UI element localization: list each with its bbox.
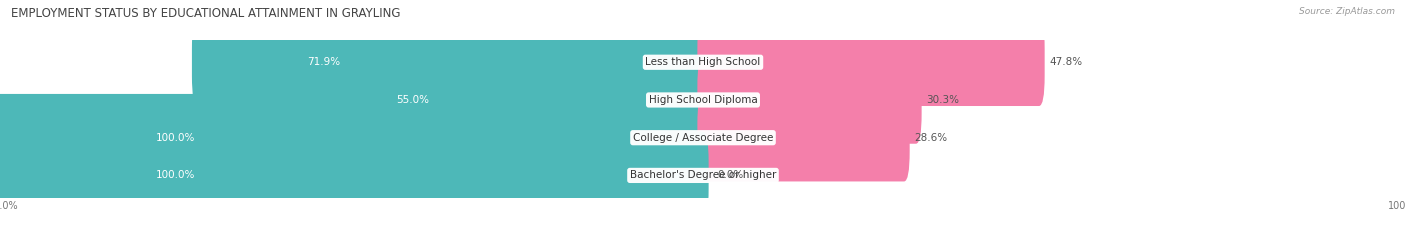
Text: Less than High School: Less than High School bbox=[645, 57, 761, 67]
FancyBboxPatch shape bbox=[0, 66, 1406, 209]
FancyBboxPatch shape bbox=[0, 28, 1406, 172]
Text: 100.0%: 100.0% bbox=[156, 170, 195, 180]
FancyBboxPatch shape bbox=[0, 0, 1406, 134]
Text: 71.9%: 71.9% bbox=[308, 57, 340, 67]
Text: 28.6%: 28.6% bbox=[914, 133, 948, 143]
FancyBboxPatch shape bbox=[0, 132, 709, 219]
Text: 100.0%: 100.0% bbox=[156, 133, 195, 143]
FancyBboxPatch shape bbox=[0, 94, 709, 182]
FancyBboxPatch shape bbox=[697, 18, 1045, 106]
Text: College / Associate Degree: College / Associate Degree bbox=[633, 133, 773, 143]
Text: 55.0%: 55.0% bbox=[396, 95, 429, 105]
FancyBboxPatch shape bbox=[191, 18, 709, 106]
FancyBboxPatch shape bbox=[311, 56, 709, 144]
Text: 0.0%: 0.0% bbox=[717, 170, 744, 180]
Text: Source: ZipAtlas.com: Source: ZipAtlas.com bbox=[1299, 7, 1395, 16]
Text: EMPLOYMENT STATUS BY EDUCATIONAL ATTAINMENT IN GRAYLING: EMPLOYMENT STATUS BY EDUCATIONAL ATTAINM… bbox=[11, 7, 401, 20]
FancyBboxPatch shape bbox=[0, 104, 1406, 233]
Text: 30.3%: 30.3% bbox=[927, 95, 959, 105]
FancyBboxPatch shape bbox=[697, 56, 922, 144]
Text: Bachelor's Degree or higher: Bachelor's Degree or higher bbox=[630, 170, 776, 180]
FancyBboxPatch shape bbox=[697, 94, 910, 182]
Text: High School Diploma: High School Diploma bbox=[648, 95, 758, 105]
Text: 47.8%: 47.8% bbox=[1050, 57, 1083, 67]
